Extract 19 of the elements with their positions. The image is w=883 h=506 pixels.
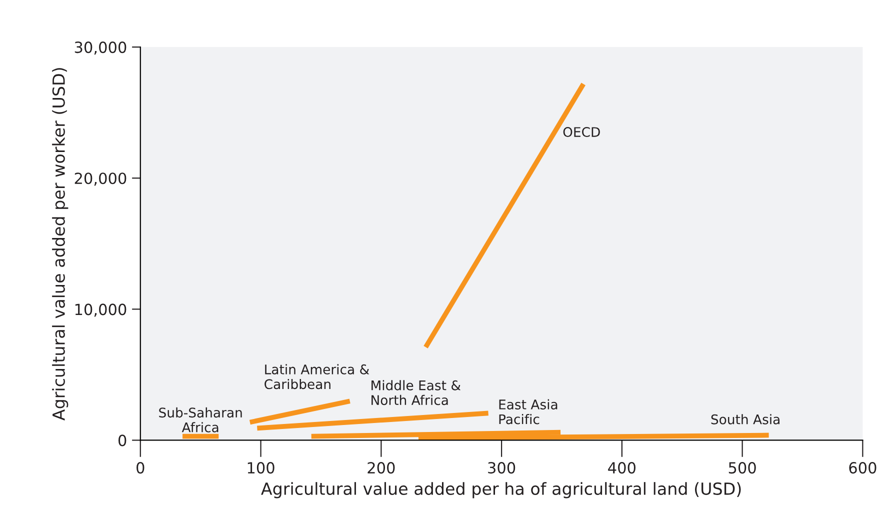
y-axis-title: Agricultural value added per worker (USD) xyxy=(52,68,68,420)
x-tick-label: 500 xyxy=(728,462,756,474)
y-tick-label: 20,000 xyxy=(74,172,126,186)
x-tick-label: 300 xyxy=(488,462,516,474)
x-tick-label: 400 xyxy=(608,462,636,474)
x-tick-label: 0 xyxy=(136,462,144,474)
y-tick-label: 10,000 xyxy=(75,304,126,317)
y-tick-label: 0 xyxy=(118,434,126,446)
y-tick-label: 30,000 xyxy=(74,42,126,55)
series-label: Middle East & North Africa xyxy=(372,380,461,406)
series-label: OECD xyxy=(563,127,600,138)
x-tick-label: 600 xyxy=(849,462,876,474)
series-label: Sub-Saharan Africa xyxy=(159,407,242,432)
x-axis-title: Agricultural value added per ha of agricultural land (USD) xyxy=(261,482,741,498)
series-label: Latin America & Caribbean xyxy=(264,364,370,390)
x-tick-label: 200 xyxy=(368,462,395,474)
x-tick-label: 100 xyxy=(248,462,274,474)
series-label: South Asia xyxy=(711,414,780,424)
series-label: East Asia Pacific xyxy=(499,399,558,424)
